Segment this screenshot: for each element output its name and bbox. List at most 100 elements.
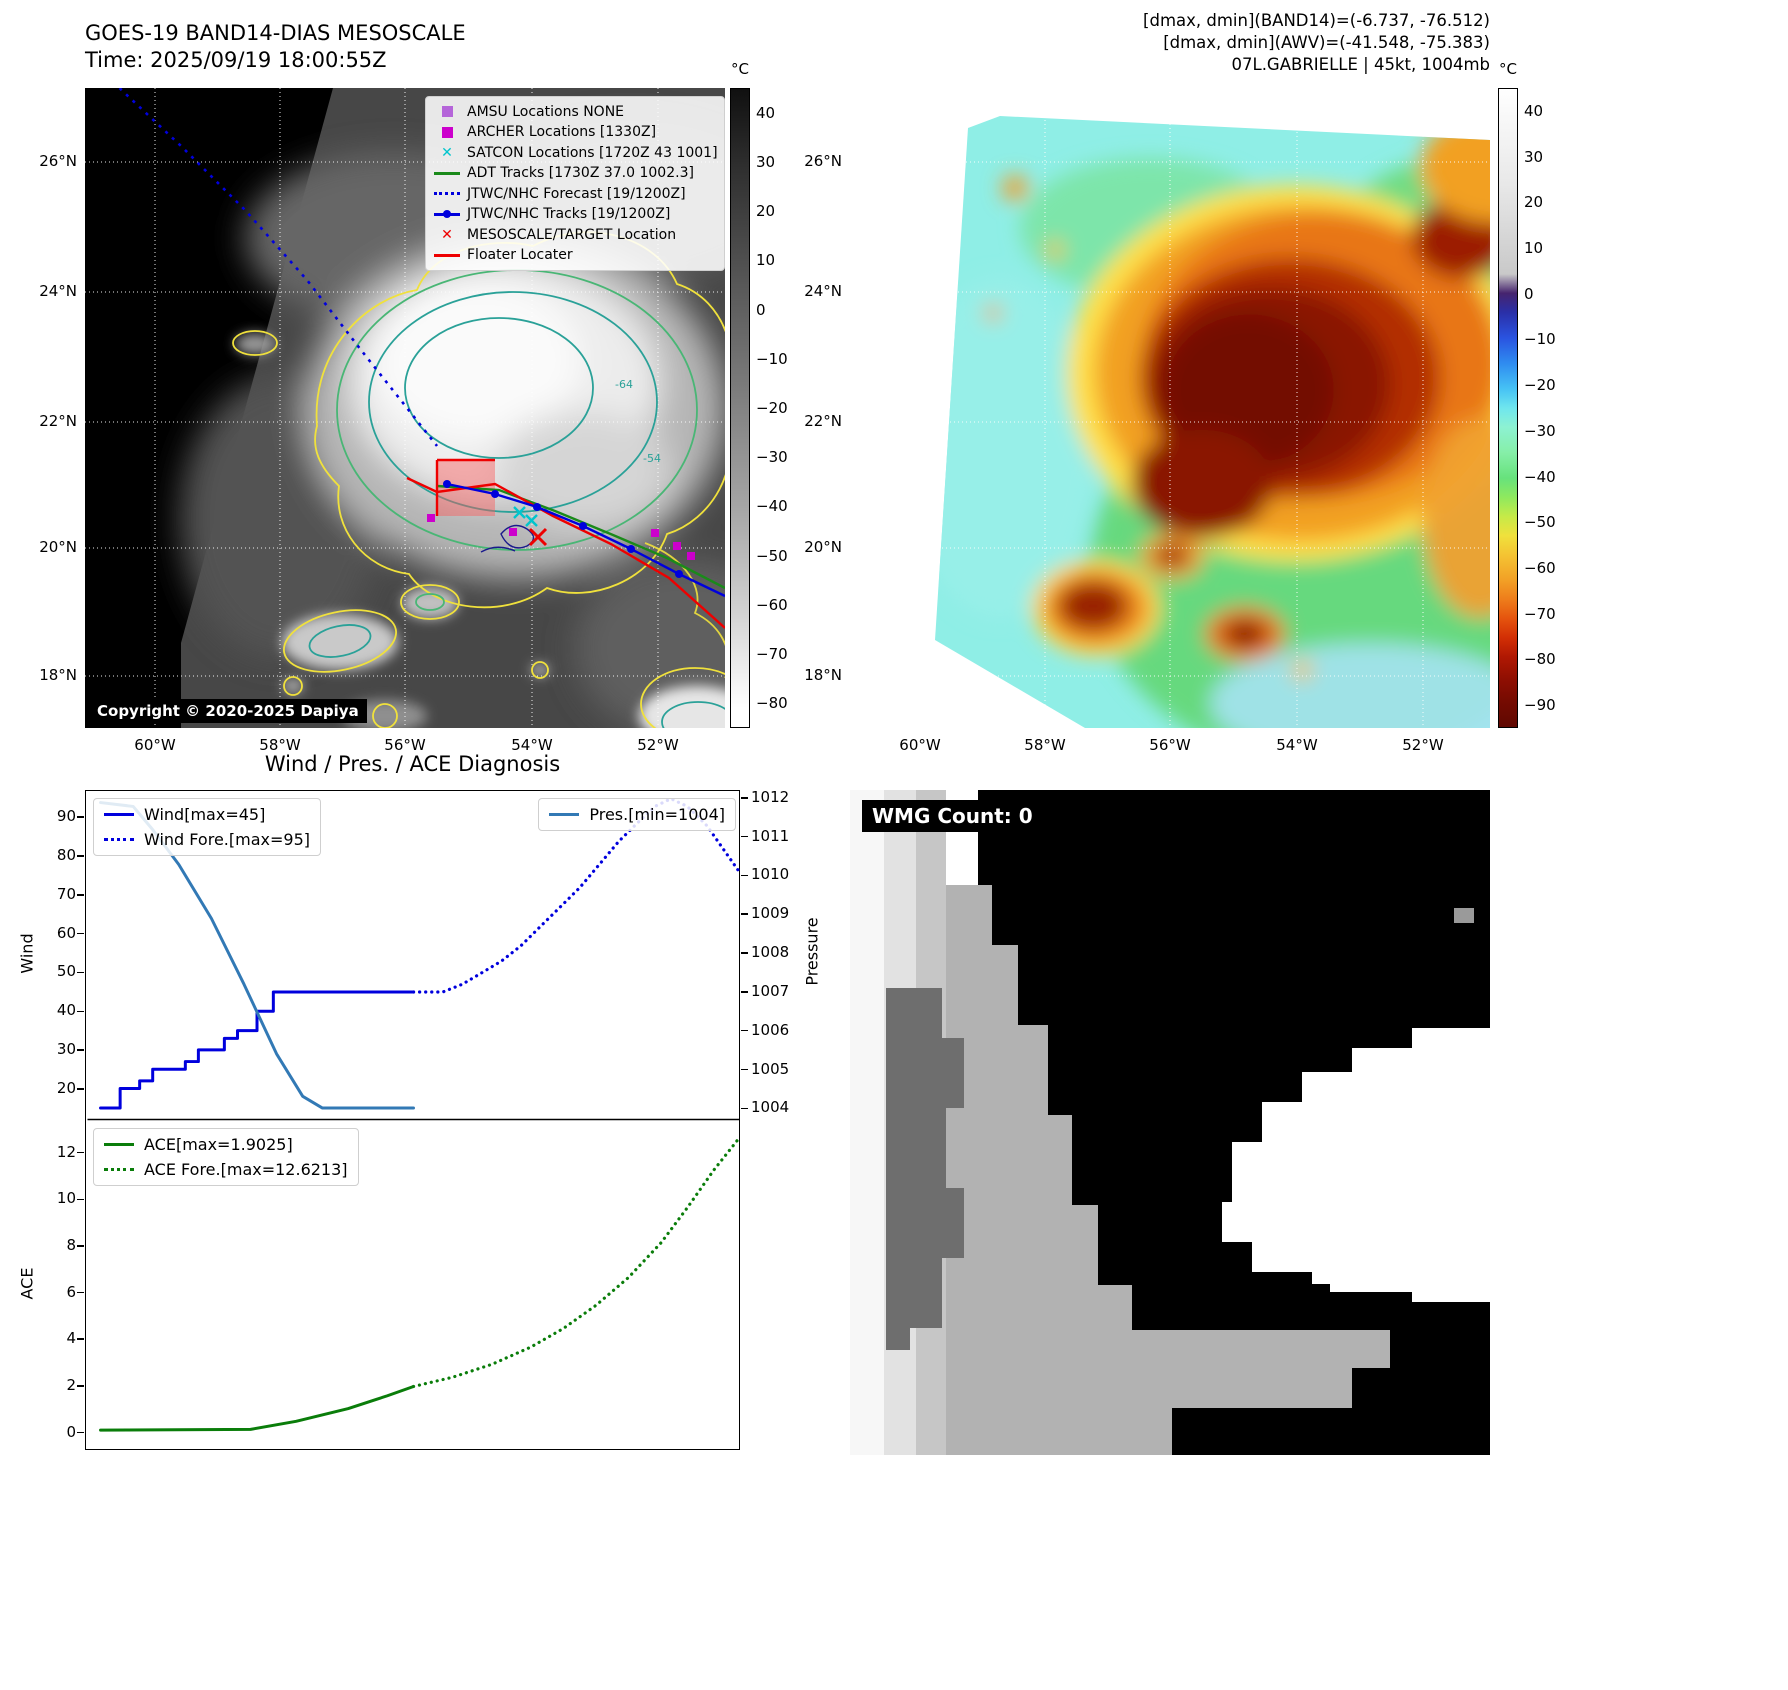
marker-glyph: [441, 126, 453, 138]
wind-tick-label: 30: [56, 1040, 76, 1059]
archer-markers: [427, 514, 695, 560]
storm-tracks: [117, 88, 725, 629]
ace-tick-label: 0: [66, 1422, 76, 1441]
x-marker-icon: ✕: [434, 228, 460, 242]
awv-colorbar-tick-label: −70: [1524, 604, 1556, 623]
awv-lon-tick-label: 54°W: [1276, 736, 1318, 754]
line-marker-icon: [434, 171, 460, 175]
pressure-tick-label: 1009: [751, 904, 790, 923]
floater-box-edge: [435, 458, 495, 516]
pressure-tick-mark: [741, 797, 748, 799]
pressure-tick-label: 1010: [751, 865, 790, 884]
wind-tick-label: 70: [56, 884, 76, 903]
target-x-marker: [528, 527, 548, 547]
band14-colorbar-tick-label: 10: [756, 251, 776, 270]
x-marker-icon: ✕: [434, 146, 460, 160]
band14-lat-tick-label: 20°N: [39, 538, 77, 557]
band14-legend: AMSU Locations NONE ARCHER Locations [133…: [425, 96, 725, 271]
diagnosis-plot: [85, 790, 742, 1450]
legend-item: ✕ MESOSCALE/TARGET Location: [434, 225, 716, 245]
awv-colorbar-tick-label: −10: [1524, 330, 1556, 349]
ace-tick-mark: [77, 1291, 84, 1294]
wind-tick-label: 90: [56, 807, 76, 826]
band14-colorbar-tick-label: 40: [756, 103, 776, 122]
wmg-white-bay: [1222, 1028, 1490, 1302]
band14-colorbar-tick-label: −10: [756, 349, 788, 368]
legend-item: ✕ SATCON Locations [1720Z 43 1001]: [434, 143, 718, 163]
pressure-tick-mark: [741, 991, 748, 993]
copyright-text: Copyright © 2020-2025 Dapiya: [89, 699, 367, 723]
square-marker-icon: [434, 126, 460, 138]
pressure-tick-label: 1006: [751, 1020, 790, 1039]
wind-tick-mark: [77, 1010, 84, 1013]
awv-colorbar-unit: °C: [1499, 60, 1517, 78]
ace-tick-mark: [77, 1151, 84, 1154]
wind-tick-mark: [77, 1088, 84, 1090]
band14-colorbar-tick-label: −60: [756, 595, 788, 614]
band14-colorbar-tick-label: 0: [756, 300, 766, 319]
legend-item-label: AMSU Locations NONE: [467, 103, 625, 120]
awv-colorbar-tick-label: 30: [1524, 147, 1544, 166]
satcon-markers: [513, 506, 538, 527]
wind-tick-label: 20: [56, 1078, 76, 1097]
awv-satellite-image: [850, 88, 1490, 728]
awv-lon-tick-label: 52°W: [1402, 736, 1444, 754]
marker-glyph: ✕: [441, 226, 453, 243]
band14-colorbar-unit: °C: [731, 60, 749, 78]
band14-colorbar-tick-label: 30: [756, 152, 776, 171]
legend-item-label: Floater Locater: [467, 247, 573, 264]
legend-item-label: JTWC/NHC Tracks [19/1200Z]: [467, 206, 671, 223]
series-Wind Fore.[max=95]: [411, 797, 742, 994]
square-marker-icon: [434, 106, 460, 118]
dmax-dmin-band14: [dmax, dmin](BAND14)=(-6.737, -76.512): [1143, 11, 1490, 30]
dotted-marker-icon: [434, 192, 460, 196]
marker-glyph: [434, 171, 460, 175]
awv-lat-tick-label: 24°N: [804, 282, 842, 301]
legend-item: JTWC/NHC Tracks [19/1200Z]: [434, 205, 716, 225]
awv-lat-tick-label: 20°N: [804, 538, 842, 557]
legend-item-label: SATCON Locations [1720Z 43 1001]: [467, 144, 718, 161]
pressure-tick-label: 1008: [751, 943, 790, 962]
band14-title: GOES-19 BAND14-DIAS MESOSCALE: [85, 21, 466, 45]
awv-lat-tick-label: 22°N: [804, 412, 842, 431]
line-marker-icon: [434, 253, 460, 257]
wind-tick-mark: [77, 932, 84, 935]
awv-colorbar-tick-label: 40: [1524, 101, 1544, 120]
awv-header-block: [dmax, dmin](BAND14)=(-6.737, -76.512) […: [1143, 10, 1490, 76]
legend-item: ARCHER Locations [1330Z]: [434, 123, 716, 143]
pressure-tick-mark: [741, 1107, 748, 1110]
awv-satellite-panel: [850, 88, 1490, 728]
pressure-tick-label: 1012: [751, 787, 790, 806]
awv-colorbar-tick-label: −20: [1524, 376, 1556, 395]
ace-tick-mark: [77, 1338, 84, 1340]
wind-tick-label: 60: [56, 923, 76, 942]
series-ACE Fore.[max=12.6213]: [411, 1136, 742, 1389]
band14-lat-tick-label: 22°N: [39, 412, 77, 431]
ace-tick-label: 12: [56, 1142, 76, 1161]
band14-colorbar-tick-label: 20: [756, 202, 776, 221]
pressure-tick-mark: [741, 913, 748, 915]
wmg-gray-region: [946, 885, 1390, 1455]
diagnosis-chart-svg: [87, 797, 742, 1432]
ace-tick-label: 10: [56, 1189, 76, 1208]
pressure-tick-label: 1007: [751, 981, 790, 1000]
band14-colorbar-tick-label: −80: [756, 694, 788, 713]
awv-lon-tick-label: 58°W: [1024, 736, 1066, 754]
band14-colorbar-tick-label: −30: [756, 448, 788, 467]
awv-colorbar-tick-label: 20: [1524, 193, 1544, 212]
awv-lon-tick-label: 60°W: [899, 736, 941, 754]
wind-tick-label: 50: [56, 962, 76, 981]
marker-glyph: [434, 253, 460, 257]
band14-lat-tick-label: 24°N: [39, 282, 77, 301]
pressure-axis-label: Pressure: [802, 917, 822, 986]
wmg-image: [850, 790, 1490, 1455]
jtwc-track-points: [443, 480, 683, 578]
marker-glyph: [434, 192, 460, 196]
pressure-tick-label: 1005: [751, 1059, 790, 1078]
diagnosis-title: Wind / Pres. / ACE Diagnosis: [264, 752, 561, 776]
band14-colorbar-tick-label: −70: [756, 645, 788, 664]
band14-colorbar-tick-label: −50: [756, 546, 788, 565]
ace-tick-label: 8: [66, 1235, 76, 1254]
awv-lat-tick-label: 26°N: [804, 151, 842, 170]
